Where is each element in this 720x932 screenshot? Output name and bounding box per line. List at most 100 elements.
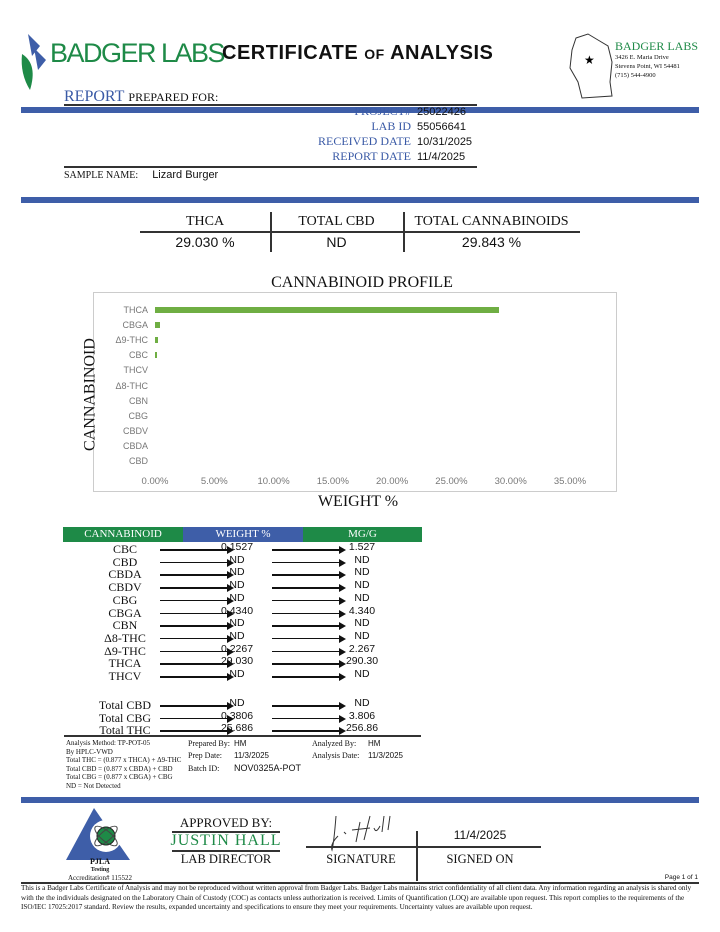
y-tick-label: Δ8-THC (115, 380, 148, 391)
arrow-icon (160, 584, 234, 591)
svg-text:★: ★ (584, 53, 595, 67)
header-weight: WEIGHT % (183, 527, 303, 542)
bar-CBC (155, 352, 157, 359)
arrow-icon (160, 572, 234, 579)
bar-THCA (155, 307, 500, 313)
y-tick-label: CBDV (122, 425, 148, 436)
row-weight: ND (229, 566, 245, 579)
logo-text: BADGER LABS (50, 38, 226, 68)
divider (64, 735, 421, 737)
row-mgg: ND (354, 697, 370, 709)
bar-Δ9-THC (155, 337, 158, 344)
row-mgg: ND (354, 591, 370, 604)
row-mgg: ND (354, 668, 370, 680)
row-mgg: 3.806 (348, 709, 376, 722)
row-name: THCA (108, 656, 142, 671)
arrow-icon (272, 584, 346, 591)
row-mgg: ND (354, 566, 370, 579)
row-weight: 0.3806 (220, 709, 254, 722)
analysis-info: Analyzed By: HM Analysis Date: 11/3/2025 (312, 739, 403, 760)
badger-logo: BADGER LABS (20, 34, 226, 94)
arrow-icon (272, 648, 346, 655)
arrow-icon (272, 546, 346, 553)
prep-info: Prepared By: HM Prep Date: 11/3/2025 Batch… (188, 739, 302, 773)
row-weight: 0.4340 (220, 604, 254, 617)
footer-divider (21, 797, 699, 803)
arrow-icon (160, 673, 234, 680)
chart-ylabel: CANNABINOID (81, 338, 99, 451)
approver-role: LAB DIRECTOR (180, 852, 272, 866)
row-name: CBGA (108, 605, 142, 620)
row-mgg: 1.527 (348, 541, 376, 553)
row-name: THCV (108, 669, 142, 683)
x-tick-label: 0.00% (141, 476, 169, 487)
chart-title: CANNABINOID PROFILE (262, 273, 462, 292)
y-tick-label: CBGA (122, 320, 148, 331)
page-number: Page 1 of 1 (664, 874, 698, 881)
section-divider (21, 197, 699, 203)
row-weight: ND (229, 629, 245, 642)
row-mgg: 256.86 (345, 722, 379, 735)
summary-table: THCA TOTAL CBD TOTAL CANNABINOIDS 29.030… (140, 212, 580, 252)
arrow-icon (272, 597, 346, 604)
row-weight: ND (229, 579, 245, 592)
row-name: CBC (112, 542, 137, 556)
arrow-icon (160, 702, 234, 709)
row-weight: ND (229, 591, 245, 604)
header-divider (21, 107, 699, 113)
arrow-icon (272, 572, 346, 579)
arrow-icon (272, 559, 346, 566)
row-name: CBD (112, 554, 138, 569)
signature-line (306, 846, 541, 848)
x-tick-label: 20.00% (376, 476, 409, 487)
row-name: Total CBD (98, 698, 152, 712)
signed-on-label: SIGNED ON (446, 852, 514, 866)
x-tick-label: 5.00% (200, 476, 228, 487)
document-title: CERTIFICATE of ANALYSIS (222, 42, 494, 64)
row-name: Total CBG (98, 710, 152, 725)
row-weight: 0.1527 (220, 541, 254, 553)
row-mgg: 2.267 (348, 642, 376, 655)
arrow-icon (160, 597, 234, 604)
y-tick-label: THCA (123, 305, 149, 315)
x-tick-label: 35.00% (553, 476, 587, 487)
y-tick-label: CBD (128, 456, 148, 466)
chart-xlabel: WEIGHT % (308, 492, 408, 511)
y-tick-label: THCV (123, 365, 149, 376)
arrow-icon (160, 715, 234, 722)
pjla-logo (66, 808, 130, 860)
method-notes: Analysis Method: TP-POT-05 By HPLC-VWD Tot… (66, 739, 182, 790)
row-weight: ND (229, 697, 245, 709)
arrow-icon (160, 661, 234, 668)
divider (21, 882, 699, 884)
lab-address: BADGER LABS 3426 E. Maria Drive Stevens … (615, 39, 699, 79)
arrow-icon (160, 546, 234, 553)
approved-by-label: APPROVED BY: (179, 815, 273, 830)
divider (64, 104, 477, 106)
y-tick-label: CBG (128, 410, 148, 421)
row-name: CBG (112, 592, 138, 607)
disclaimer: This is a Badger Labs Certificate of Ana… (21, 884, 692, 911)
row-name: Δ8-THC (104, 630, 146, 645)
arrow-icon (160, 728, 234, 735)
signature-image (331, 815, 391, 852)
row-name: CBDA (108, 567, 142, 582)
row-weight: 29.030 (220, 655, 254, 668)
row-mgg: ND (354, 579, 370, 592)
arrow-icon (272, 622, 346, 629)
arrow-icon (160, 635, 234, 642)
y-tick-label: CBN (128, 395, 148, 406)
divider (172, 831, 280, 833)
row-weight: ND (229, 617, 245, 630)
row-name: Δ9-THC (104, 643, 146, 658)
arrow-icon (272, 610, 346, 617)
report-heading: REPORT PREPARED FOR: (64, 88, 219, 105)
header-cannabinoid: CANNABINOID (63, 527, 183, 542)
approver-name: JUSTIN HALL (170, 832, 282, 849)
arrow-icon (272, 661, 346, 668)
signed-on-date: 11/4/2025 (453, 828, 507, 842)
x-tick-label: 15.00% (316, 476, 349, 487)
row-mgg: 290.30 (345, 655, 379, 668)
row-weight: 25.686 (220, 722, 254, 735)
badger-leaf-icon (21, 34, 46, 90)
